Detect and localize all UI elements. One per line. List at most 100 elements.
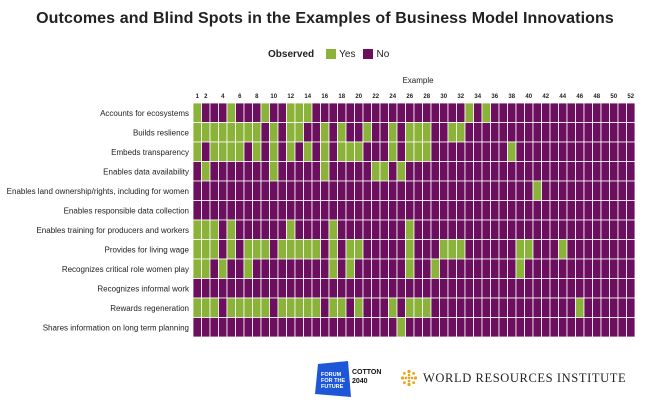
row-label: Shares information on long term planning [43, 323, 189, 332]
heatmap-cell [609, 278, 619, 299]
heatmap-cell [422, 102, 432, 123]
heatmap-cell [260, 239, 270, 260]
x-tick-label: 26 [406, 94, 413, 100]
heatmap-cell [337, 258, 347, 279]
heatmap-cell [490, 180, 500, 201]
heatmap-cell [473, 219, 483, 240]
x-tick-label: 46 [576, 94, 583, 100]
heatmap-cell [609, 297, 619, 318]
heatmap-cell [549, 200, 559, 221]
heatmap-cell [243, 258, 253, 279]
heatmap-cell [192, 278, 202, 299]
heatmap-cell [192, 180, 202, 201]
heatmap-cell [609, 317, 619, 338]
heatmap-cell [362, 161, 372, 182]
heatmap-cell [456, 180, 466, 201]
heatmap-cell [600, 141, 610, 162]
heatmap-cell [464, 141, 474, 162]
x-tick-label: 38 [508, 94, 515, 100]
heatmap-cell [243, 102, 253, 123]
heatmap-cell [252, 317, 262, 338]
heatmap-cell [337, 180, 347, 201]
heatmap-cell [447, 102, 457, 123]
heatmap-cell [558, 161, 568, 182]
heatmap-cell [439, 219, 449, 240]
heatmap-cell [626, 317, 636, 338]
legend-item-yes: Yes [326, 49, 355, 60]
heatmap-cell [337, 141, 347, 162]
heatmap-cell [592, 122, 602, 143]
heatmap-cell [303, 200, 313, 221]
heatmap-cell [473, 122, 483, 143]
heatmap-cell [515, 278, 525, 299]
heatmap-cell [226, 278, 236, 299]
heatmap-cell [498, 297, 508, 318]
heatmap-cell [396, 317, 406, 338]
heatmap-cell [515, 200, 525, 221]
heatmap-cell [388, 122, 398, 143]
legend-label-yes: Yes [339, 48, 356, 60]
heatmap-cell [345, 200, 355, 221]
row-label: Enables data availability [103, 167, 189, 176]
heatmap-cell [456, 258, 466, 279]
heatmap-cell [575, 219, 585, 240]
heatmap-cell [294, 317, 304, 338]
heatmap-cell [328, 161, 338, 182]
heatmap-cell [311, 258, 321, 279]
heatmap-cell [592, 278, 602, 299]
heatmap-cell [379, 219, 389, 240]
heatmap-cell [362, 278, 372, 299]
heatmap-cell [260, 122, 270, 143]
heatmap-cell [303, 258, 313, 279]
heatmap-cell [243, 278, 253, 299]
heatmap-cell [192, 200, 202, 221]
heatmap-cell [209, 278, 219, 299]
heatmap-cell [524, 161, 534, 182]
heatmap-cell [337, 317, 347, 338]
heatmap-cell [396, 161, 406, 182]
heatmap-cell [371, 297, 381, 318]
x-tick-label: 14 [304, 94, 311, 100]
heatmap-cell [464, 161, 474, 182]
heatmap-cell [422, 278, 432, 299]
heatmap-cell [549, 278, 559, 299]
heatmap-cell [354, 297, 364, 318]
heatmap-cell [524, 258, 534, 279]
heatmap-cell [226, 219, 236, 240]
heatmap-cell [498, 258, 508, 279]
cotton-2040-logo: COTTON 2040 [352, 368, 381, 386]
heatmap-cell [235, 317, 245, 338]
heatmap-cell [447, 180, 457, 201]
heatmap-cell [617, 219, 627, 240]
row-label: Enables training for producers and worke… [36, 226, 189, 235]
heatmap-cell [371, 161, 381, 182]
heatmap-cell [626, 122, 636, 143]
heatmap-cell [269, 141, 279, 162]
heatmap-cell [524, 317, 534, 338]
heatmap-cell [558, 180, 568, 201]
heatmap-cell [439, 239, 449, 260]
heatmap-cell [371, 200, 381, 221]
heatmap-cell [473, 239, 483, 260]
heatmap-cell [413, 200, 423, 221]
heatmap-cell [532, 161, 542, 182]
heatmap-cell [609, 239, 619, 260]
heatmap-cell [201, 219, 211, 240]
heatmap-cell [456, 239, 466, 260]
heatmap-cell [277, 122, 287, 143]
heatmap-cell [617, 122, 627, 143]
heatmap-cell [413, 122, 423, 143]
heatmap-cell [371, 239, 381, 260]
heatmap-cell [575, 200, 585, 221]
heatmap-cell [345, 219, 355, 240]
heatmap-cell [430, 141, 440, 162]
heatmap-cell [541, 297, 551, 318]
heatmap-cell [609, 258, 619, 279]
heatmap-cell [600, 258, 610, 279]
heatmap-cell [524, 141, 534, 162]
legend: Observed Yes No [268, 47, 397, 61]
heatmap-cell [328, 239, 338, 260]
heatmap-cell [507, 219, 517, 240]
heatmap-cell [243, 219, 253, 240]
heatmap-cell [218, 239, 228, 260]
